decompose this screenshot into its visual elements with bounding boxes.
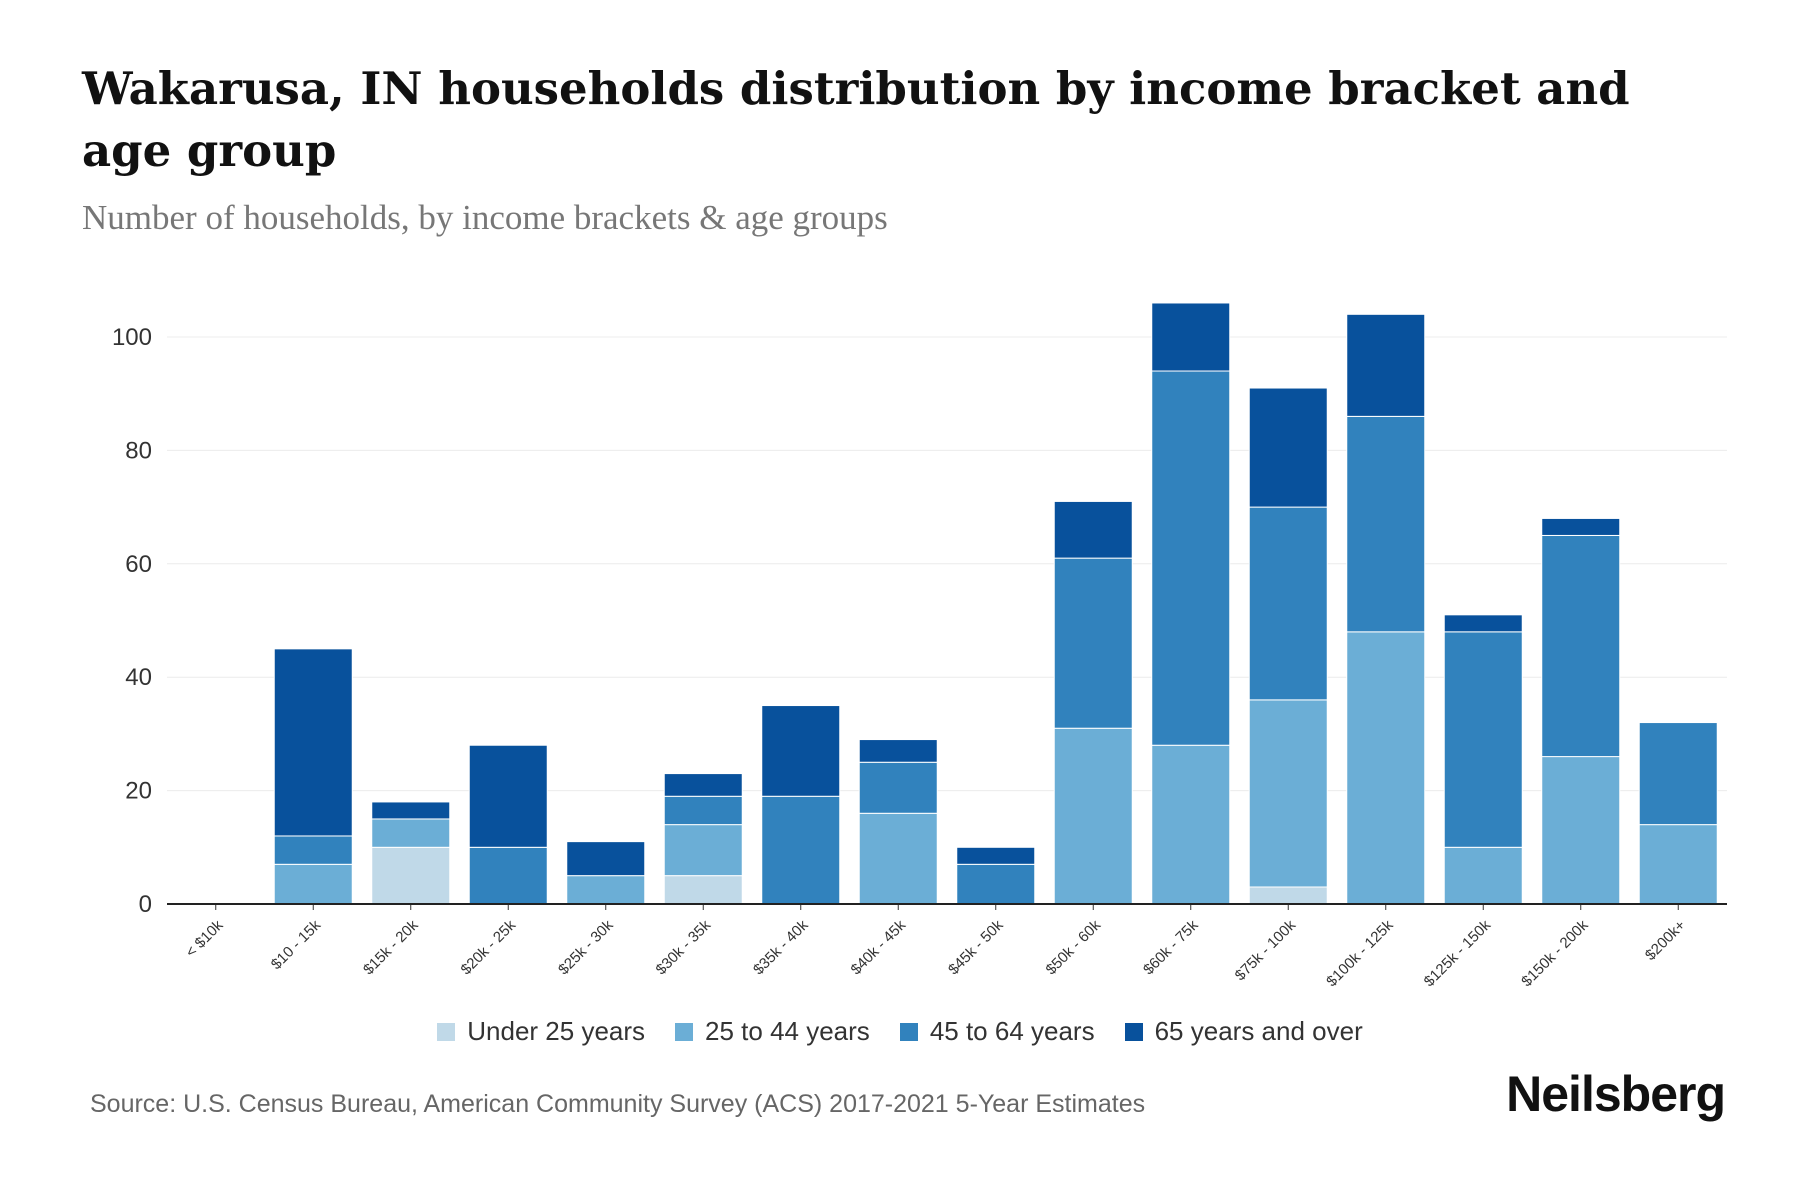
- bar-segment: [1443, 631, 1523, 848]
- bar-segment: [273, 863, 353, 905]
- x-tick-label: < $10k: [182, 916, 227, 961]
- bar-segment: [371, 846, 451, 905]
- bar-segment: [1443, 614, 1523, 633]
- bar-segment: [663, 773, 743, 797]
- bar-segment: [1638, 722, 1718, 826]
- bar-segment: [761, 795, 841, 905]
- bar-segment: [1541, 534, 1621, 758]
- bar-segment: [468, 846, 548, 905]
- stacked-bar-chart: 0 20 40 60 80 100 < $10k $10 - 15k $15k - 20k $20…: [112, 302, 1727, 990]
- legend-item: 65 years and over: [1124, 1016, 1363, 1047]
- bar-segment: [1248, 886, 1328, 905]
- bar-segment: [1248, 387, 1328, 508]
- bar-segment: [761, 705, 841, 797]
- y-tick-label: 0: [139, 891, 152, 918]
- bar-segment: [858, 739, 938, 763]
- y-tick-label: 80: [125, 437, 152, 464]
- bar-segment: [663, 795, 743, 826]
- bar-segment: [1151, 302, 1231, 372]
- bar-segment: [1638, 824, 1718, 905]
- bar-segment: [956, 863, 1036, 905]
- x-tick-label: $100k - 125k: [1323, 916, 1397, 990]
- legend: Under 25 years 25 to 44 years 45 to 64 yea…: [0, 1016, 1800, 1047]
- legend-swatch: [1124, 1022, 1143, 1041]
- bar-segment: [1053, 727, 1133, 905]
- bar-segment: [1346, 415, 1426, 633]
- bar-segment: [1248, 699, 1328, 888]
- y-tick-label: 60: [125, 551, 152, 578]
- bar-segment: [371, 818, 451, 848]
- x-tick-label: $20k - 25k: [458, 916, 520, 978]
- x-tick-label: $125k - 150k: [1421, 916, 1495, 990]
- x-tick-label: $15k - 20k: [360, 916, 422, 978]
- bar-segment: [273, 835, 353, 865]
- x-tick-label: $200k+: [1642, 917, 1689, 964]
- bar-segment: [1151, 744, 1231, 905]
- bar-segment: [371, 801, 451, 820]
- y-tick-label: 20: [125, 778, 152, 805]
- bar-segment: [1541, 517, 1621, 536]
- bar-segment: [1443, 846, 1523, 905]
- x-tick-label: $30k - 35k: [653, 916, 715, 978]
- x-tick-label: $50k - 60k: [1043, 916, 1105, 978]
- legend-label: 25 to 44 years: [705, 1016, 870, 1046]
- legend-item: 45 to 64 years: [899, 1016, 1095, 1047]
- bar-segment: [1053, 557, 1133, 729]
- legend-swatch: [675, 1022, 694, 1041]
- legend-label: 65 years and over: [1154, 1016, 1363, 1046]
- x-tick-label: $60k - 75k: [1140, 916, 1202, 978]
- bar-segment: [663, 875, 743, 905]
- x-tick-label: $10 - 15k: [268, 916, 325, 973]
- neilsberg-logo: Neilsberg: [1506, 1066, 1726, 1122]
- chart-title: Wakarusa, IN households distribution by …: [82, 62, 1630, 177]
- legend-label: 45 to 64 years: [929, 1016, 1095, 1046]
- x-tick-label: $35k - 40k: [750, 916, 812, 978]
- bar-segment: [566, 841, 646, 877]
- bar-segment: [1151, 370, 1231, 746]
- chart-subtitle: Number of households, by income brackets…: [82, 198, 888, 237]
- bar-segment: [1346, 313, 1426, 417]
- bar-segment: [566, 875, 646, 905]
- source-note: Source: U.S. Census Bureau, American Com…: [90, 1090, 1146, 1118]
- bar-segment: [663, 824, 743, 877]
- legend-swatch: [437, 1022, 456, 1041]
- x-tick-label: $45k - 50k: [945, 916, 1007, 978]
- x-tick-label: $75k - 100k: [1232, 916, 1300, 984]
- legend-item: Under 25 years: [437, 1016, 645, 1047]
- x-tick-label: $40k - 45k: [848, 916, 910, 978]
- bar-segment: [273, 648, 353, 837]
- legend-swatch: [899, 1022, 918, 1041]
- legend-item: 25 to 44 years: [675, 1016, 870, 1047]
- bar-segment: [1346, 631, 1426, 905]
- bar-segment: [956, 846, 1036, 865]
- bar-segment: [1053, 500, 1133, 559]
- y-tick-label: 100: [112, 324, 152, 351]
- x-tick-label: $150k - 200k: [1518, 916, 1592, 990]
- bar-segment: [858, 812, 938, 905]
- x-tick-label: $25k - 30k: [555, 916, 617, 978]
- bar-segment: [1248, 506, 1328, 701]
- y-tick-label: 40: [125, 664, 152, 691]
- bar-segment: [858, 761, 938, 814]
- legend-label: Under 25 years: [467, 1016, 646, 1046]
- bar-segment: [468, 744, 548, 848]
- bar-segment: [1541, 756, 1621, 905]
